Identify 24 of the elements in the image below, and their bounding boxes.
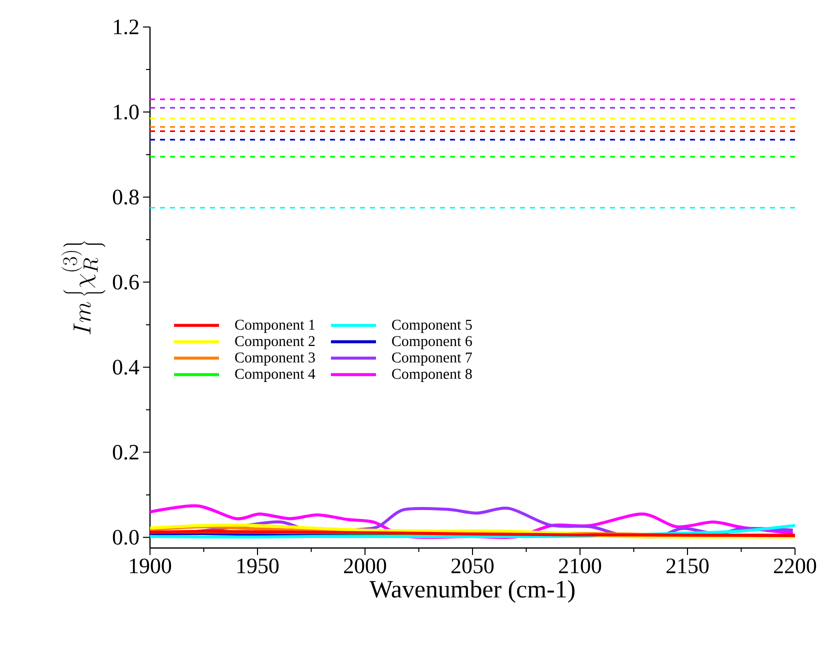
x-tick-label: 1950 — [238, 558, 279, 574]
y-tick-label: 0.4 — [112, 360, 140, 375]
legend-label: Component 6 — [392, 336, 472, 350]
x-tick-label: 2100 — [559, 558, 602, 574]
legend-label: Component 7 — [392, 352, 472, 366]
legend-label: Component 4 — [235, 368, 316, 382]
legend-label: Component 5 — [392, 320, 472, 333]
x-tick-label: 2150 — [666, 558, 709, 574]
y-tick-label: 1.2 — [114, 20, 138, 34]
legend-label: Component 2 — [235, 336, 315, 350]
y-axis-title: $Im\left\{\chi_R^{(3)}\right\}$ — [61, 241, 106, 334]
legend-label: Component 3 — [235, 352, 315, 366]
x-tick-label: 1900 — [130, 558, 172, 574]
legend-label: Component 1 — [235, 320, 315, 333]
y-tick-label: 0.0 — [112, 530, 139, 545]
x-axis-title: Wavenumber (cm-1) — [369, 580, 574, 603]
x-tick-label: 2050 — [452, 558, 494, 574]
y-tick-label: 0.2 — [112, 444, 138, 460]
legend-label: Component 8 — [392, 368, 472, 382]
x-tick-label: 2200 — [774, 558, 816, 574]
y-tick-label: 0.6 — [112, 274, 139, 290]
y-tick-label: 1.0 — [114, 104, 139, 120]
x-tick-label: 2000 — [344, 558, 386, 574]
y-tick-label: 0.8 — [112, 190, 139, 205]
